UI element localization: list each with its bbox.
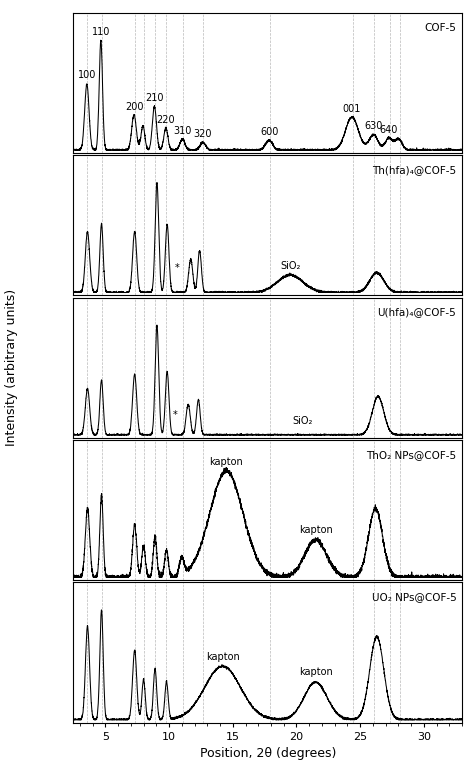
Text: Th(hfa)₄@COF-5: Th(hfa)₄@COF-5 (372, 165, 456, 175)
X-axis label: Position, 2θ (degrees): Position, 2θ (degrees) (200, 747, 336, 760)
Text: 320: 320 (193, 129, 212, 139)
Text: COF-5: COF-5 (424, 22, 456, 33)
Text: 630: 630 (365, 122, 383, 132)
Text: 110: 110 (91, 27, 110, 37)
Text: UO₂ NPs@COF-5: UO₂ NPs@COF-5 (372, 592, 456, 602)
Text: SiO₂: SiO₂ (280, 261, 301, 271)
Text: Intensity (arbitrary units): Intensity (arbitrary units) (5, 289, 18, 447)
Text: 001: 001 (343, 104, 361, 114)
Text: 220: 220 (156, 115, 175, 125)
Text: *: * (174, 262, 179, 272)
Text: 600: 600 (260, 127, 278, 137)
Text: kapton: kapton (206, 652, 239, 662)
Text: kapton: kapton (299, 667, 332, 676)
Text: kapton: kapton (299, 525, 332, 535)
Text: U(hfa)₄@COF-5: U(hfa)₄@COF-5 (378, 307, 456, 317)
Text: 310: 310 (173, 126, 191, 136)
Text: 200: 200 (125, 101, 143, 111)
Text: *: * (173, 409, 178, 420)
Text: 210: 210 (145, 93, 164, 103)
Text: SiO₂: SiO₂ (292, 416, 313, 426)
Text: 100: 100 (78, 70, 96, 80)
Text: ThO₂ NPs@COF-5: ThO₂ NPs@COF-5 (366, 450, 456, 460)
Text: 640: 640 (380, 125, 398, 135)
Text: kapton: kapton (210, 457, 243, 467)
